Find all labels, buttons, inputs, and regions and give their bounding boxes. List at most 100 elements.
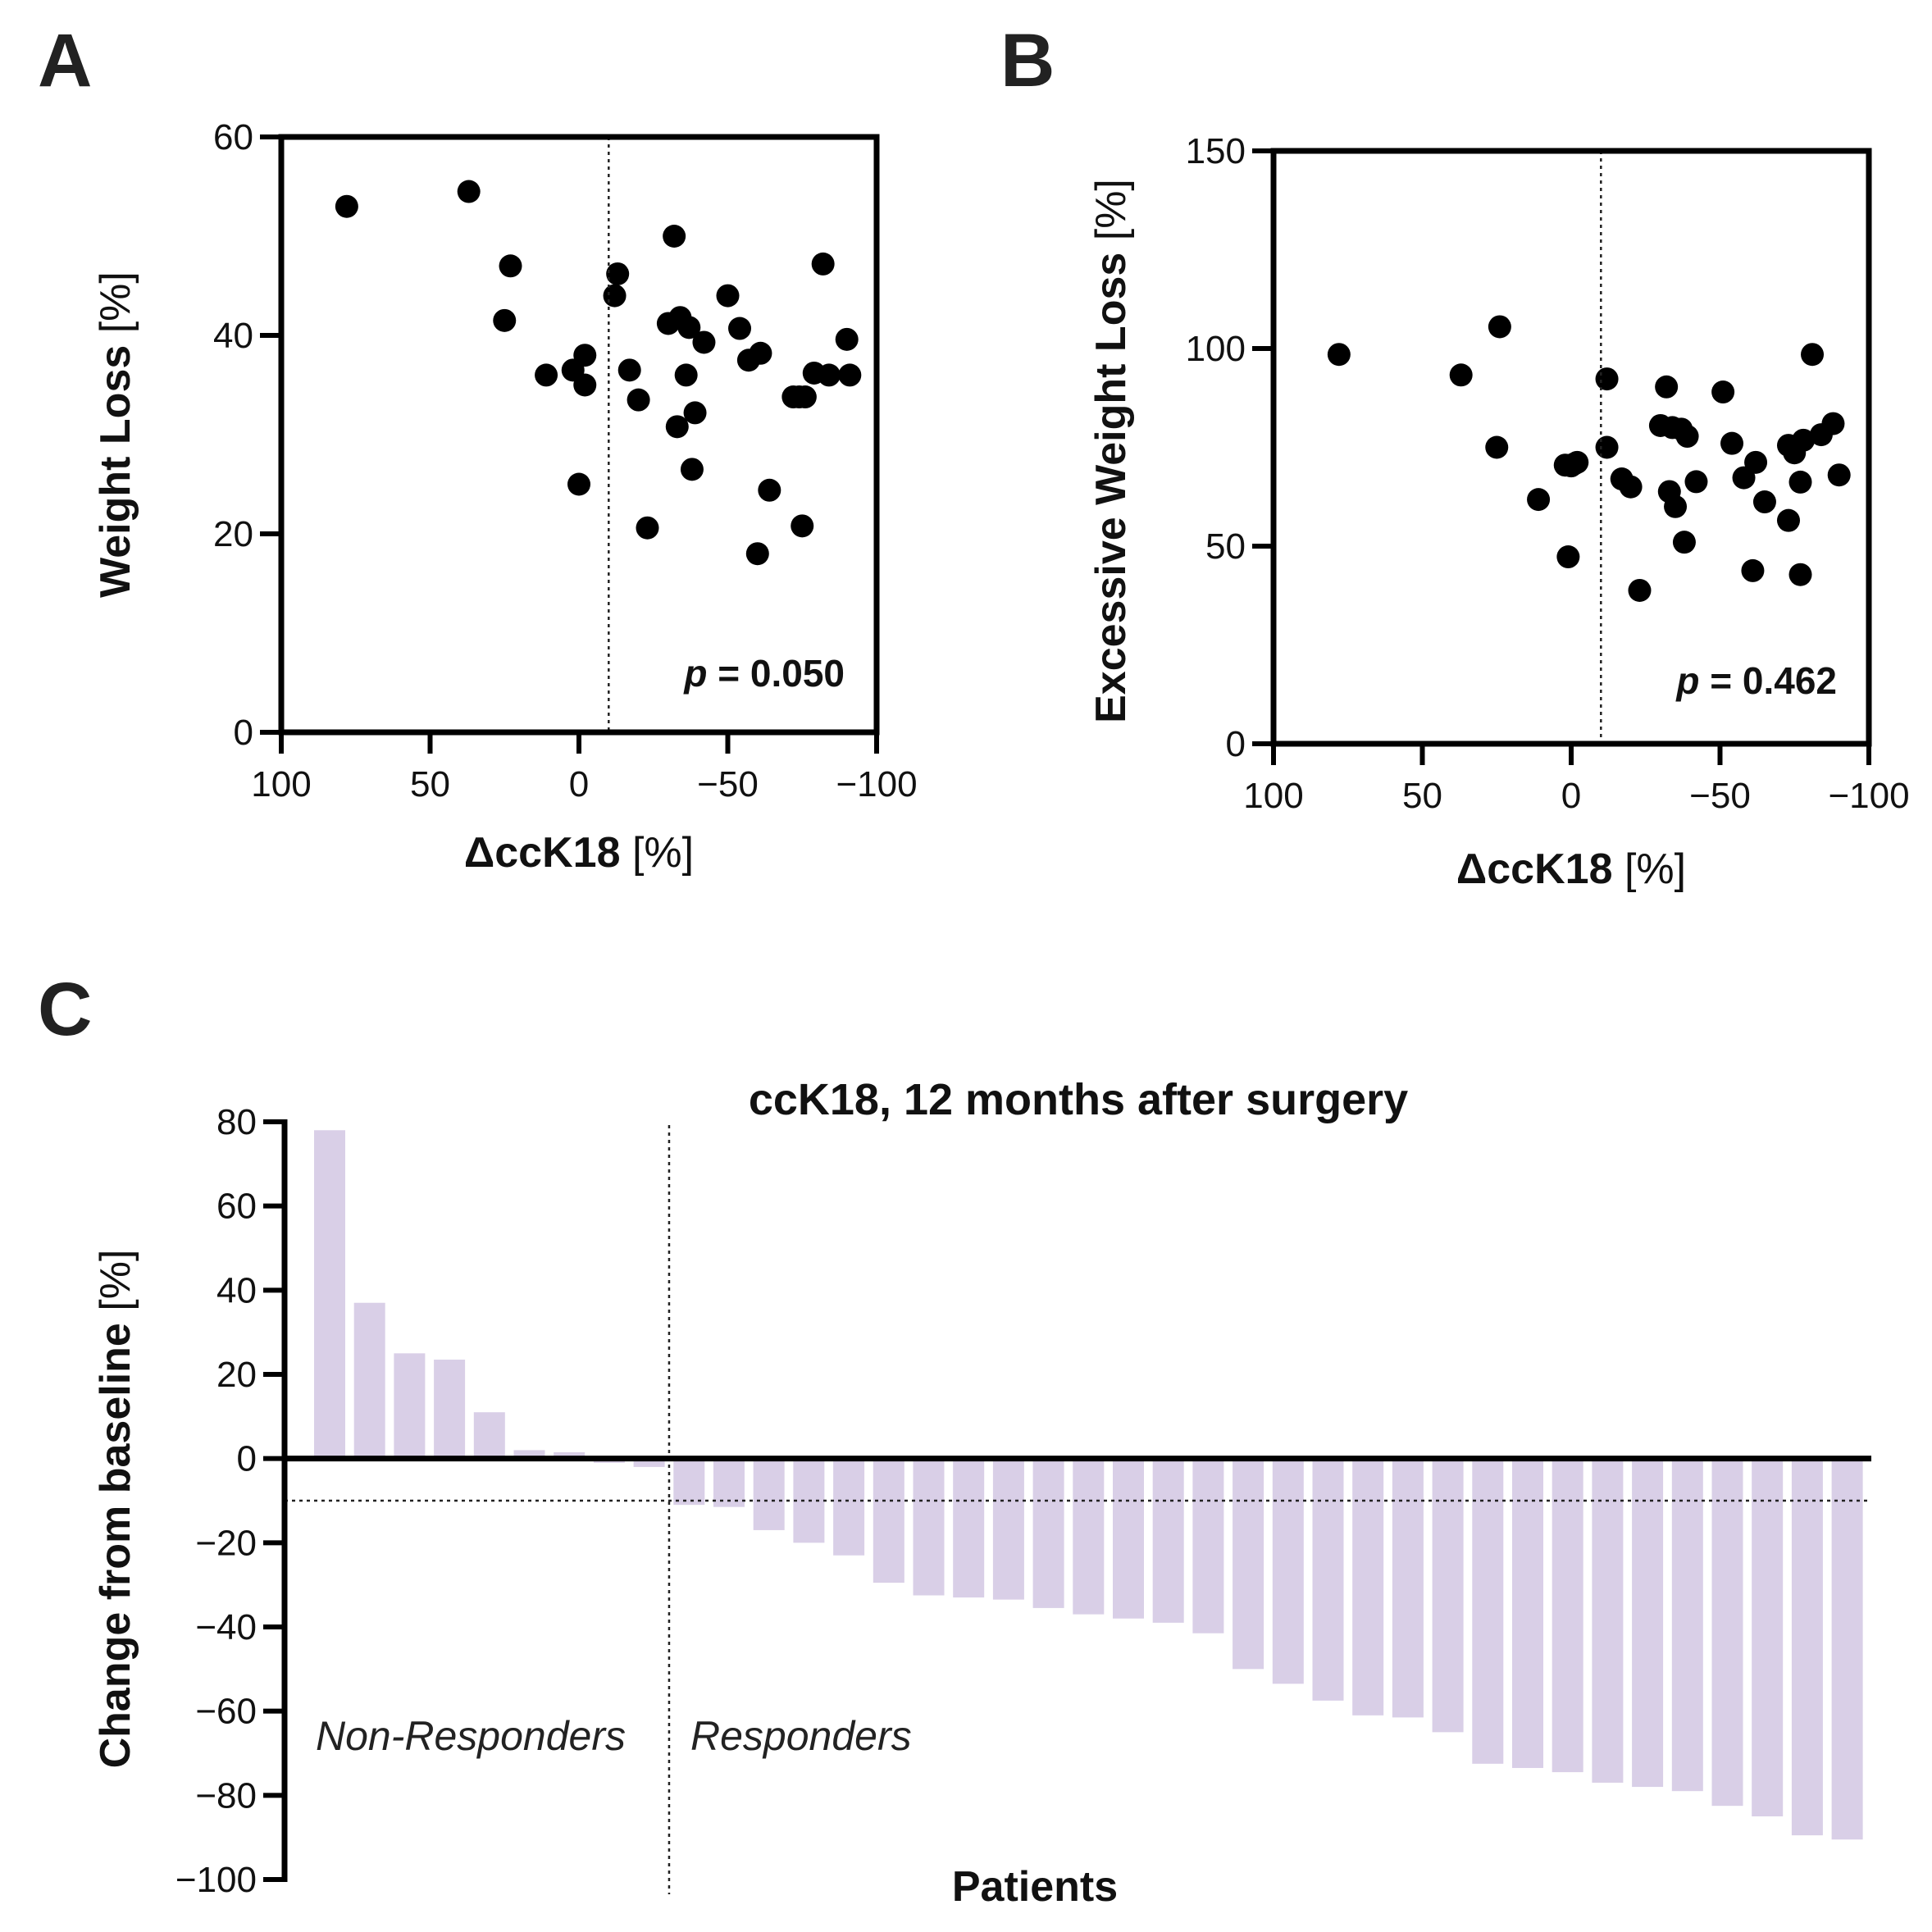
- panel-a-x-tick-label: 0: [569, 764, 589, 804]
- panel-b-point: [1801, 343, 1825, 367]
- panel-a-x-tick-label: −100: [836, 764, 917, 804]
- panel-c-bar: [1671, 1458, 1703, 1792]
- panel-a-point: [636, 516, 659, 540]
- panel-b-x-ticks: 100 50 0 −50 −100: [1243, 744, 1910, 816]
- panel-a-y-tick-label: 20: [213, 514, 253, 554]
- panel-b-point: [1327, 343, 1351, 367]
- panel-a-point: [791, 514, 814, 538]
- panel-a-y-unit: [%]: [92, 271, 139, 333]
- responders-label: Responders: [690, 1713, 912, 1759]
- panel-a-point: [665, 415, 689, 439]
- panel-b-point: [1664, 494, 1688, 518]
- panel-c-bar: [1113, 1458, 1144, 1619]
- panel-c-y-tick-label: 80: [216, 1102, 257, 1142]
- panel-b-x-label: ΔccK18: [1456, 845, 1613, 893]
- panel-b-point: [1449, 363, 1473, 387]
- panel-b: B 100 50 0 −50 −100 0 50 100 150 ΔccK18 [%] Exc…: [1000, 19, 1910, 893]
- panel-b-y-ticks: 0 50 100 150: [1186, 131, 1274, 764]
- panel-a-point: [716, 284, 740, 308]
- panel-a-point: [677, 316, 701, 339]
- panel-b-y-tick-label: 150: [1186, 131, 1246, 171]
- panel-b-point: [1792, 428, 1816, 452]
- panel-c-bar: [1752, 1458, 1784, 1816]
- panel-c-bar: [1791, 1458, 1823, 1836]
- panel-b-point: [1821, 412, 1845, 435]
- panel-a-point: [745, 542, 769, 566]
- panel-a-point: [793, 385, 817, 409]
- panel-b-x-unit: [%]: [1624, 845, 1686, 893]
- panel-c-y-tick-label: −60: [195, 1692, 257, 1732]
- panel-a-point: [493, 308, 517, 332]
- panel-b-y-label: Excessive Weight Loss: [1087, 253, 1135, 723]
- panel-a-y-tick-label: 0: [234, 713, 253, 753]
- panel-b-point: [1788, 470, 1812, 494]
- panel-c-bar: [434, 1360, 466, 1459]
- panel-c-bar: [314, 1130, 345, 1459]
- panel-c-bar: [1073, 1458, 1105, 1615]
- panel-a-x-label: ΔccK18: [464, 829, 621, 877]
- panel-b-x-title: ΔccK18 [%]: [1456, 845, 1686, 893]
- panel-a-point: [674, 363, 698, 387]
- panel-c-letter: C: [38, 968, 92, 1051]
- panel-c-y-ticks: 80 60 40 20 0 −20 −40 −60 −80 −100: [175, 1102, 285, 1900]
- panel-a-point: [617, 358, 641, 382]
- panel-a-x-tick-label: 50: [410, 764, 450, 804]
- panel-c-title: ccK18, 12 months after surgery: [749, 1075, 1408, 1124]
- panel-c-bar: [673, 1458, 705, 1506]
- panel-b-point: [1556, 545, 1580, 569]
- panel-b-point: [1827, 463, 1851, 487]
- panel-c-y-tick-label: 20: [216, 1355, 257, 1395]
- panel-a-point: [683, 401, 707, 425]
- panel-c-bar: [1152, 1458, 1184, 1623]
- panel-a-point: [573, 344, 597, 367]
- panel-b-point: [1565, 450, 1589, 474]
- panel-b-y-tick-label: 50: [1205, 526, 1246, 567]
- panel-b-pvalue-label: p: [1675, 659, 1699, 702]
- panel-a-point: [335, 194, 358, 218]
- panel-a-x-tick-label: 100: [251, 764, 311, 804]
- panel-c-bar: [713, 1458, 745, 1507]
- non-responders-label: Non-Responders: [316, 1713, 626, 1759]
- panel-a-point: [758, 478, 781, 502]
- panel-a-point: [749, 341, 772, 365]
- panel-c-bar: [1831, 1458, 1863, 1840]
- panel-b-y-tick-label: 100: [1186, 329, 1246, 369]
- panel-b-point: [1527, 488, 1551, 512]
- panel-b-pvalue-value: = 0.462: [1710, 659, 1837, 702]
- panel-a-point: [692, 330, 716, 354]
- panel-c-bar: [1272, 1458, 1304, 1684]
- panel-b-point: [1776, 508, 1800, 532]
- panel-b-y-tick-label: 0: [1226, 724, 1246, 764]
- panel-c-bar: [353, 1302, 385, 1459]
- panel-a-point: [535, 363, 558, 387]
- panel-a-point: [728, 317, 752, 340]
- panel-c-bar: [513, 1450, 545, 1459]
- panel-a-points: [335, 180, 862, 566]
- panel-b-x-tick-label: 50: [1402, 776, 1442, 816]
- panel-b-point: [1744, 450, 1768, 474]
- panel-a-x-tick-label: −50: [697, 764, 759, 804]
- panel-b-points: [1327, 315, 1851, 602]
- panel-b-point: [1619, 475, 1643, 499]
- panel-b-point: [1720, 431, 1744, 455]
- panel-c-bar: [1552, 1458, 1583, 1773]
- panel-b-y-unit: [%]: [1087, 179, 1135, 240]
- panel-a-y-tick-label: 60: [213, 117, 253, 157]
- panel-c-bar: [753, 1458, 785, 1530]
- panel-c-x-title: Patients: [952, 1863, 1118, 1911]
- panel-a-point: [499, 254, 522, 278]
- panel-a-y-label: Weight Loss: [92, 345, 139, 598]
- panel-b-point: [1672, 531, 1696, 554]
- panel-a-point: [573, 373, 597, 397]
- panel-c-bar: [473, 1412, 505, 1459]
- panel-c-y-tick-label: −100: [175, 1860, 257, 1900]
- panel-c-bar: [1512, 1458, 1543, 1768]
- panel-a-x-unit: [%]: [632, 829, 694, 877]
- panel-a-pvalue-value: = 0.050: [718, 652, 845, 695]
- panel-c-bar: [633, 1458, 665, 1467]
- panel-c-bar: [1432, 1458, 1464, 1733]
- panel-b-point: [1752, 490, 1776, 514]
- panel-a-point: [627, 388, 650, 412]
- panel-c-bar: [1032, 1458, 1064, 1608]
